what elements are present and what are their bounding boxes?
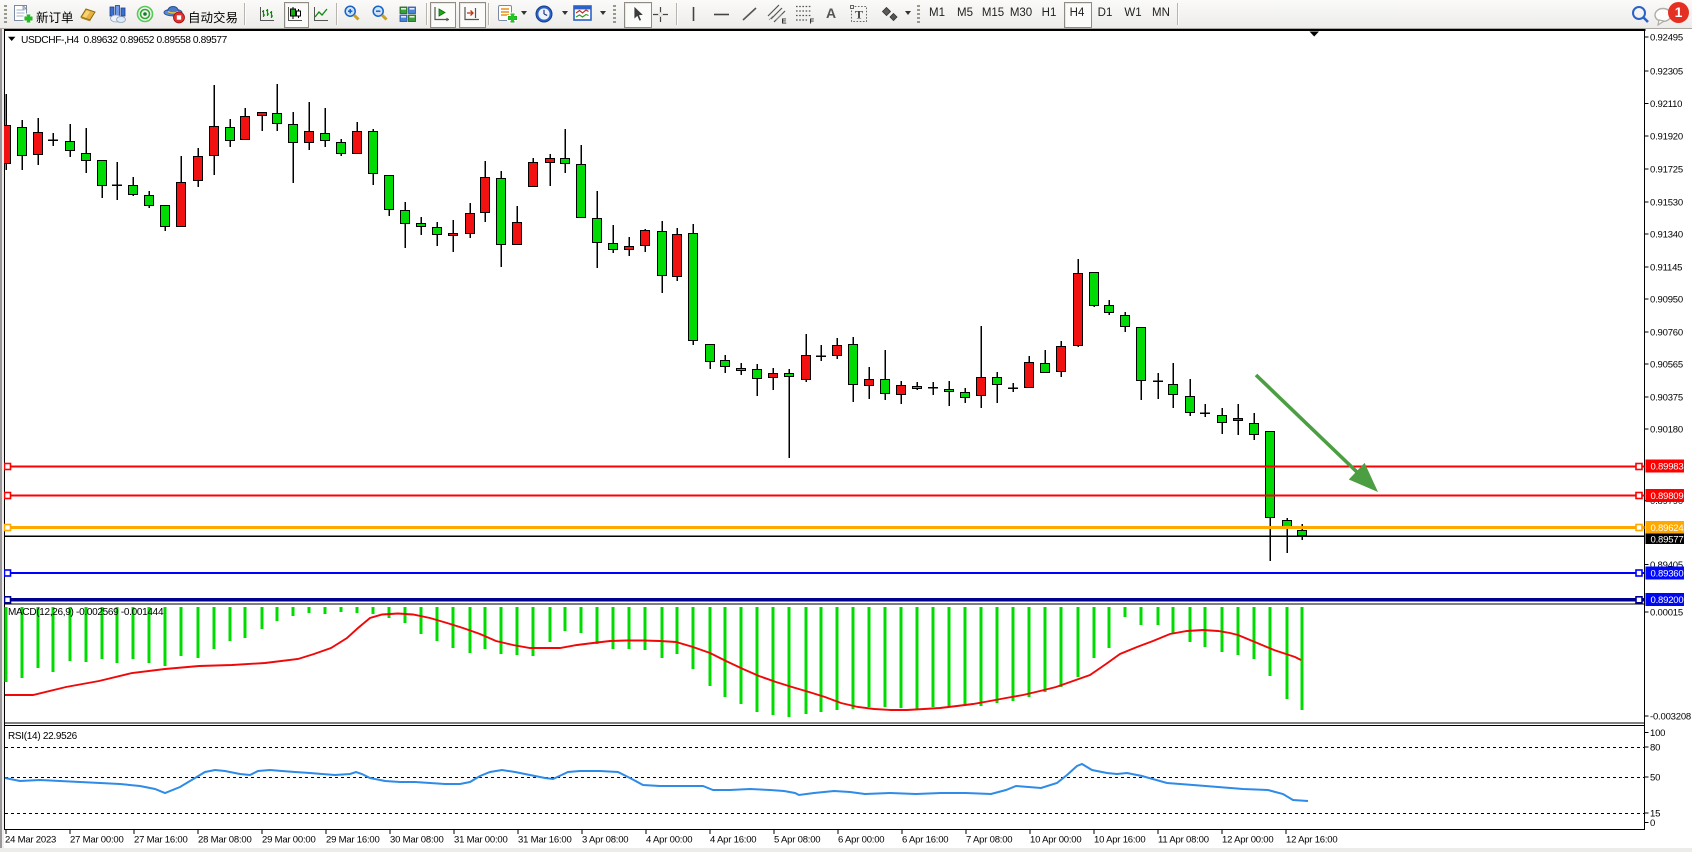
svg-text:0.92305: 0.92305: [1650, 66, 1683, 77]
svg-text:30 Mar 08:00: 30 Mar 08:00: [390, 835, 444, 846]
svg-text:0.90950: 0.90950: [1650, 294, 1683, 305]
svg-text:3 Apr 08:00: 3 Apr 08:00: [582, 835, 628, 846]
svg-text:0.89577: 0.89577: [1651, 534, 1684, 545]
svg-text:24 Mar 2023: 24 Mar 2023: [5, 835, 56, 846]
svg-text:RSI(14) 22.9526: RSI(14) 22.9526: [8, 731, 78, 742]
svg-text:0.90760: 0.90760: [1650, 327, 1683, 338]
svg-text:6 Apr 00:00: 6 Apr 00:00: [838, 835, 884, 846]
svg-text:0.91920: 0.91920: [1650, 131, 1683, 142]
svg-text:27 Mar 00:00: 27 Mar 00:00: [70, 835, 124, 846]
svg-text:0: 0: [1650, 818, 1655, 829]
svg-text:E: E: [782, 17, 787, 26]
svg-text:0.91725: 0.91725: [1650, 164, 1683, 175]
svg-text:29 Mar 00:00: 29 Mar 00:00: [262, 835, 316, 846]
svg-text:10 Apr 00:00: 10 Apr 00:00: [1030, 835, 1081, 846]
svg-text:0.00015: 0.00015: [1650, 607, 1683, 618]
svg-text:0.89405: 0.89405: [1650, 560, 1683, 571]
svg-text:7 Apr 08:00: 7 Apr 08:00: [966, 835, 1012, 846]
svg-text:0.89360: 0.89360: [1651, 569, 1684, 580]
svg-text:F: F: [810, 17, 815, 26]
svg-text:29 Mar 16:00: 29 Mar 16:00: [326, 835, 380, 846]
svg-text:USDCHF-,H4 0.89632 0.89652 0.: USDCHF-,H4 0.89632 0.89652 0.89558 0.895…: [21, 35, 228, 46]
svg-text:0.92495: 0.92495: [1650, 32, 1683, 43]
svg-text:0.91530: 0.91530: [1650, 197, 1683, 208]
svg-text:28 Mar 08:00: 28 Mar 08:00: [198, 835, 252, 846]
svg-text:0.92110: 0.92110: [1650, 99, 1682, 110]
svg-text:0.89809: 0.89809: [1651, 491, 1684, 502]
svg-text:0.90180: 0.90180: [1650, 424, 1683, 435]
svg-text:0.89983: 0.89983: [1651, 462, 1684, 473]
svg-text:4 Apr 00:00: 4 Apr 00:00: [646, 835, 692, 846]
svg-text:11 Apr 08:00: 11 Apr 08:00: [1158, 835, 1209, 846]
svg-text:0.91145: 0.91145: [1650, 262, 1682, 273]
svg-text:-0.003208: -0.003208: [1650, 711, 1691, 722]
svg-text:6 Apr 16:00: 6 Apr 16:00: [902, 835, 948, 846]
svg-text:T: T: [855, 8, 863, 22]
svg-text:0.90375: 0.90375: [1650, 392, 1683, 403]
svg-text:50: 50: [1650, 772, 1660, 783]
svg-text:80: 80: [1650, 742, 1660, 753]
svg-text:0.89200: 0.89200: [1651, 595, 1684, 606]
svg-text:100: 100: [1650, 728, 1665, 739]
svg-text:15: 15: [1650, 808, 1660, 819]
svg-text:0.89624: 0.89624: [1651, 523, 1684, 534]
svg-text:27 Mar 16:00: 27 Mar 16:00: [134, 835, 188, 846]
svg-text:0.91340: 0.91340: [1650, 229, 1683, 240]
svg-text:10 Apr 16:00: 10 Apr 16:00: [1094, 835, 1145, 846]
svg-text:4 Apr 16:00: 4 Apr 16:00: [710, 835, 756, 846]
svg-text:0.90565: 0.90565: [1650, 359, 1683, 370]
svg-text:31 Mar 00:00: 31 Mar 00:00: [454, 835, 508, 846]
svg-text:12 Apr 00:00: 12 Apr 00:00: [1222, 835, 1273, 846]
svg-text:5 Apr 08:00: 5 Apr 08:00: [774, 835, 820, 846]
svg-text:31 Mar 16:00: 31 Mar 16:00: [518, 835, 572, 846]
svg-text:12 Apr 16:00: 12 Apr 16:00: [1286, 835, 1337, 846]
svg-text:MACD(12,26,9) -0.002569 -0.001: MACD(12,26,9) -0.002569 -0.001444: [8, 607, 164, 618]
